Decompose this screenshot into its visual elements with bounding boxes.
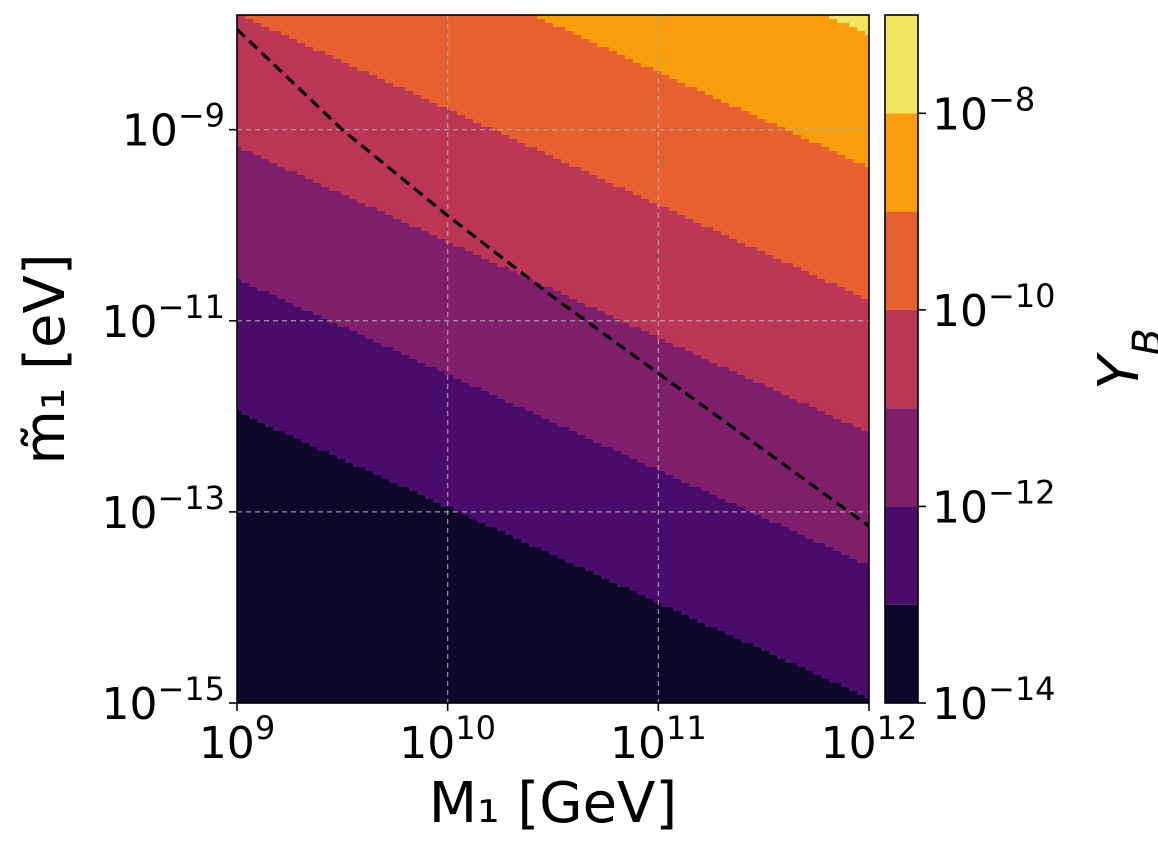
x-tick-label-3: 1012 bbox=[821, 709, 918, 769]
y-axis-label: m̃₁ [eV] bbox=[13, 253, 78, 464]
colorbar-segment-4 bbox=[885, 211, 918, 310]
y-tick-label-3: 10−15 bbox=[101, 670, 225, 730]
colorbar-segment-0 bbox=[885, 604, 918, 703]
y-axis: 10−9 10−11 10−13 10−15 bbox=[101, 97, 237, 730]
x-tick-label-2: 1011 bbox=[610, 709, 707, 769]
colorbar-label: YB bbox=[1087, 328, 1158, 390]
colorbar-tick-label-3: 10−14 bbox=[932, 670, 1056, 730]
grid-lines bbox=[237, 15, 869, 703]
y-tick-label-0: 10−9 bbox=[122, 97, 225, 157]
x-axis: 109 1010 1011 1012 bbox=[199, 703, 918, 769]
y-tick-label-1: 10−11 bbox=[101, 288, 225, 348]
contour-regions bbox=[237, 15, 869, 703]
contour-band-3 bbox=[237, 15, 869, 431]
x-tick-label-0: 109 bbox=[199, 709, 275, 769]
plot-frame bbox=[236, 14, 870, 704]
contour-band-1 bbox=[237, 279, 869, 699]
dashed-boundary-curve bbox=[237, 28, 869, 528]
contour-band-6 bbox=[829, 15, 869, 35]
colorbar-tick-label-1: 10−10 bbox=[932, 277, 1056, 337]
colorbar-segment-2 bbox=[885, 408, 918, 507]
contour-band-0 bbox=[237, 411, 869, 703]
colorbar bbox=[885, 15, 918, 703]
colorbar-tick-label-0: 10−8 bbox=[932, 80, 1035, 140]
contour-band-5 bbox=[537, 15, 869, 167]
contour-band-2 bbox=[237, 147, 869, 563]
x-tick-label-1: 1010 bbox=[399, 709, 496, 769]
contour-band-4 bbox=[245, 15, 869, 299]
colorbar-segment-6 bbox=[885, 15, 918, 114]
colorbar-tick-label-2: 10−12 bbox=[932, 473, 1056, 533]
x-axis-label: M₁ [GeV] bbox=[429, 771, 677, 836]
colorbar-segment-5 bbox=[885, 113, 918, 212]
colorbar-axis: 10−8 10−10 10−12 10−14 bbox=[918, 80, 1056, 730]
colorbar-segment-3 bbox=[885, 309, 918, 409]
colorbar-frame bbox=[884, 14, 919, 704]
colorbar-segment-1 bbox=[885, 506, 918, 605]
y-tick-label-2: 10−13 bbox=[101, 479, 225, 539]
